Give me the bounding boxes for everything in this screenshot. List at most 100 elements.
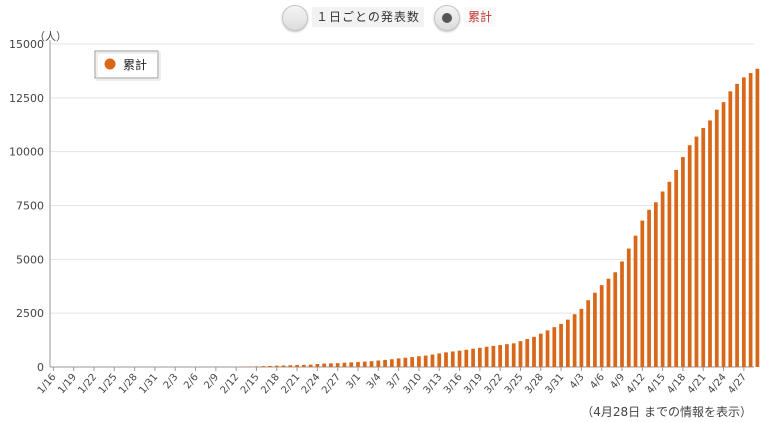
bar [369,361,374,367]
bar [606,278,611,367]
bar [579,308,584,367]
bar [728,91,733,367]
x-tick-label: 3/10 [401,372,424,396]
bar [450,351,455,367]
bar [681,157,685,367]
x-tick-label: 1/31 [137,372,160,396]
x-tick-label: 3/1 [345,372,364,391]
bar [430,354,435,367]
bar [701,127,706,367]
bar [748,73,753,367]
bar [626,248,631,367]
bar [261,366,266,367]
bar [708,120,712,368]
bar [349,362,354,367]
bar [538,333,543,367]
bar [322,363,327,367]
bar [444,352,448,367]
x-tick-label: 2/27 [320,372,343,396]
bar [532,336,536,367]
bar [288,365,293,367]
x-tick-label: 2/3 [162,372,181,391]
bar [647,209,651,367]
bar [511,343,516,367]
x-tick-label: 1/19 [56,372,79,396]
bar [498,345,503,367]
bar [471,348,475,367]
bar [423,355,428,367]
bar [356,362,360,367]
x-tick-label: 4/15 [645,372,668,396]
bar [687,145,692,367]
y-tick-label: 5000 [16,253,44,266]
bar [403,357,408,367]
x-tick-label: 4/12 [625,372,648,396]
bar [755,68,760,367]
x-tick-label: 4/24 [706,372,729,396]
bar [525,339,530,367]
bar [559,323,563,367]
bar [477,347,482,367]
bar [640,220,645,367]
bar [491,345,496,367]
bar [362,361,367,367]
bar [376,360,381,367]
data-date-note: （4月28日 までの情報を表示） [581,405,752,419]
bar [613,272,618,367]
bar [653,202,658,367]
x-tick-label: 2/6 [182,372,201,391]
bar [335,363,340,367]
bar [329,363,333,367]
bar [457,350,462,367]
bar [254,366,259,367]
bar [633,235,638,367]
cumulative-radio[interactable] [434,5,460,31]
bar [620,261,624,367]
bar [545,330,550,367]
bar [383,359,387,367]
y-tick-label: 12500 [9,92,44,105]
x-tick-label: 2/21 [280,372,303,396]
bar [660,191,665,367]
bar [586,300,591,367]
x-tick-label: 2/18 [259,372,282,396]
daily-count-label[interactable]: １日ごとの発表数 [312,7,424,27]
bar [410,357,415,367]
x-tick-label: 3/4 [365,372,384,391]
bar [464,349,469,367]
x-tick-label: 3/28 [523,372,546,396]
bar [674,169,679,367]
bar [714,109,719,367]
y-tick-label: 7500 [16,200,44,213]
bar [593,292,597,367]
y-tick-label: 2500 [16,307,44,320]
daily-count-radio[interactable] [282,5,308,31]
bar [295,365,299,367]
x-tick-label: 3/25 [503,372,526,396]
x-tick-label: 4/6 [588,372,607,391]
bar [721,102,726,367]
bar [518,341,523,367]
legend-shadow [96,52,161,81]
x-tick-label: 4/21 [686,372,709,396]
x-tick-label: 1/28 [117,372,140,396]
bar [389,359,394,367]
x-tick-label: 4/18 [665,372,688,396]
bar [599,285,604,367]
bar [268,365,272,367]
y-tick-label: 15000 [9,38,44,51]
y-tick-label: 10000 [9,146,44,159]
cumulative-label[interactable]: 累計 [464,7,497,27]
bar [301,364,306,367]
x-tick-label: 4/27 [726,372,749,396]
bar [505,344,509,367]
x-tick-label: 3/31 [544,372,567,396]
bar [281,365,286,367]
legend-label: 累計 [123,57,147,72]
bar [437,353,442,367]
bar [396,358,401,367]
x-tick-label: 1/16 [36,372,59,396]
x-tick-label: 2/12 [219,372,242,396]
bar [741,77,746,368]
